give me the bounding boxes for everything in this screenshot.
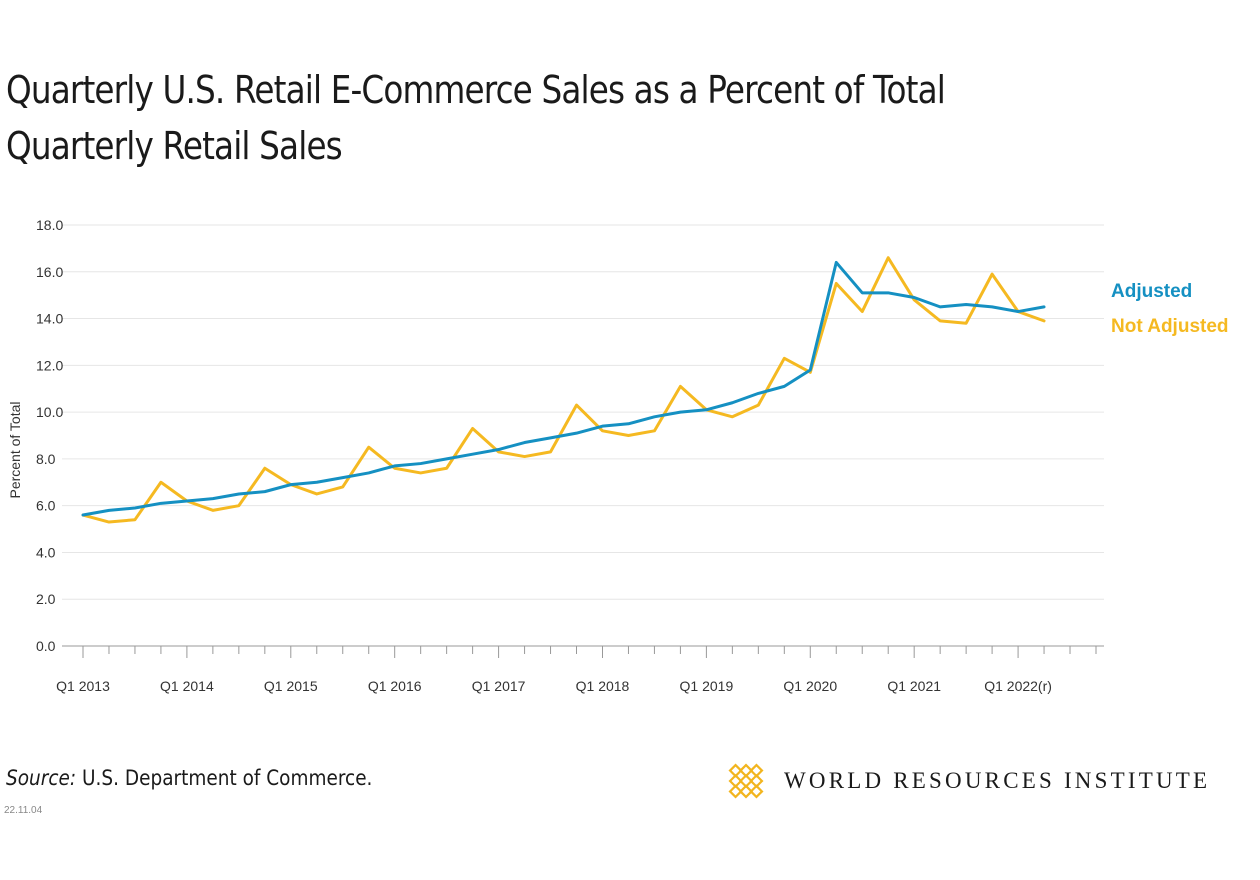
- logo-diamond: [728, 784, 743, 799]
- x-tick-label: Q1 2014: [160, 678, 214, 694]
- y-tick-label: 6.0: [36, 498, 56, 514]
- x-tick-label: Q1 2020: [783, 678, 837, 694]
- legend: Adjusted Not Adjusted: [1111, 281, 1229, 337]
- source-note: Source: U.S. Department of Commerce.: [6, 766, 372, 790]
- x-axis: Q1 2013 Q1 2014 Q1 2015 Q1 2016 Q1 2017 Q1 20…: [56, 645, 1104, 694]
- wri-logo: WORLD RESOURCES INSTITUTE: [722, 757, 1210, 805]
- x-tick-label: Q1 2022(r): [984, 678, 1052, 694]
- chart-title: Quarterly U.S. Retail E-Commerce Sales a…: [6, 68, 946, 168]
- series-lines: [81, 256, 1046, 524]
- logo-text: WORLD RESOURCES INSTITUTE: [784, 768, 1211, 793]
- x-tick-label: Q1 2016: [368, 678, 422, 694]
- wri-diamond-icon: [728, 763, 764, 799]
- y-axis: 0.0 2.0 4.0 6.0 8.0 10.0 12.0 14.0 16.0 18.0: [36, 217, 63, 654]
- x-tick-label: Q1 2019: [680, 678, 734, 694]
- y-tick-label: 4.0: [36, 544, 56, 560]
- y-tick-label: 18.0: [36, 217, 63, 233]
- x-tick-label: Q1 2018: [576, 678, 630, 694]
- source-label: Source:: [6, 766, 77, 790]
- source-text: U.S. Department of Commerce.: [76, 766, 373, 790]
- x-tick-label: Q1 2015: [264, 678, 318, 694]
- y-tick-label: 12.0: [36, 357, 63, 373]
- logo-diamond: [749, 784, 764, 799]
- x-tick-label: Q1 2013: [56, 678, 110, 694]
- series-line-not-adjusted: [81, 256, 1046, 524]
- legend-label-not-adjusted: Not Adjusted: [1111, 316, 1229, 337]
- y-tick-label: 14.0: [36, 311, 63, 327]
- y-tick-label: 10.0: [36, 404, 63, 420]
- y-tick-label: 16.0: [36, 264, 63, 280]
- y-tick-label: 8.0: [36, 451, 56, 467]
- y-axis-title: Percent of Total: [7, 401, 23, 498]
- line-chart: 0.0 2.0 4.0 6.0 8.0 10.0 12.0 14.0 16.0 18.0 Q1 2…: [7, 217, 1229, 694]
- x-tick-label: Q1 2021: [887, 678, 941, 694]
- date-code: 22.11.04: [4, 805, 43, 816]
- series-line-adjusted: [81, 260, 1046, 517]
- y-tick-label: 2.0: [36, 591, 56, 607]
- logo-diamond: [738, 784, 754, 799]
- y-tick-label: 0.0: [36, 638, 56, 654]
- x-tick-label: Q1 2017: [472, 678, 526, 694]
- legend-label-adjusted: Adjusted: [1111, 281, 1192, 302]
